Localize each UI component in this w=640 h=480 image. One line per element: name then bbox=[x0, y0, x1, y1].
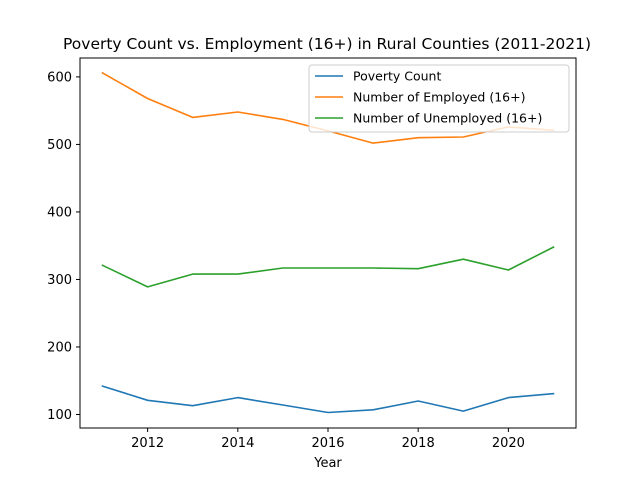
x-tick-label: 2020 bbox=[492, 436, 525, 451]
y-axis-ticks: 100 200 300 400 500 600 bbox=[47, 70, 80, 423]
series-line-3 bbox=[101, 246, 555, 288]
x-tick-label: 2016 bbox=[311, 436, 344, 451]
legend-label-2: Number of Employed (16+) bbox=[353, 90, 525, 105]
x-axis-ticks: 2012 2014 2016 2018 2020 bbox=[131, 428, 525, 451]
x-tick-label: 2018 bbox=[402, 436, 435, 451]
y-tick-label: 300 bbox=[47, 273, 72, 288]
chart-title: Poverty Count vs. Employment (16+) in Ru… bbox=[63, 35, 591, 53]
y-tick-label: 400 bbox=[47, 205, 72, 220]
legend-label-3: Number of Unemployed (16+) bbox=[353, 111, 542, 126]
x-axis-title: Year bbox=[313, 456, 342, 471]
legend: Poverty Count Number of Employed (16+) Num… bbox=[308, 64, 570, 133]
y-tick-label: 100 bbox=[47, 408, 72, 423]
x-tick-label: 2012 bbox=[131, 436, 164, 451]
legend-box bbox=[308, 64, 570, 133]
y-tick-label: 600 bbox=[47, 70, 72, 85]
legend-label-1: Poverty Count bbox=[353, 69, 441, 84]
series-line-1 bbox=[101, 385, 555, 414]
y-tick-label: 500 bbox=[47, 138, 72, 153]
x-tick-label: 2014 bbox=[221, 436, 254, 451]
y-tick-label: 200 bbox=[47, 340, 72, 355]
